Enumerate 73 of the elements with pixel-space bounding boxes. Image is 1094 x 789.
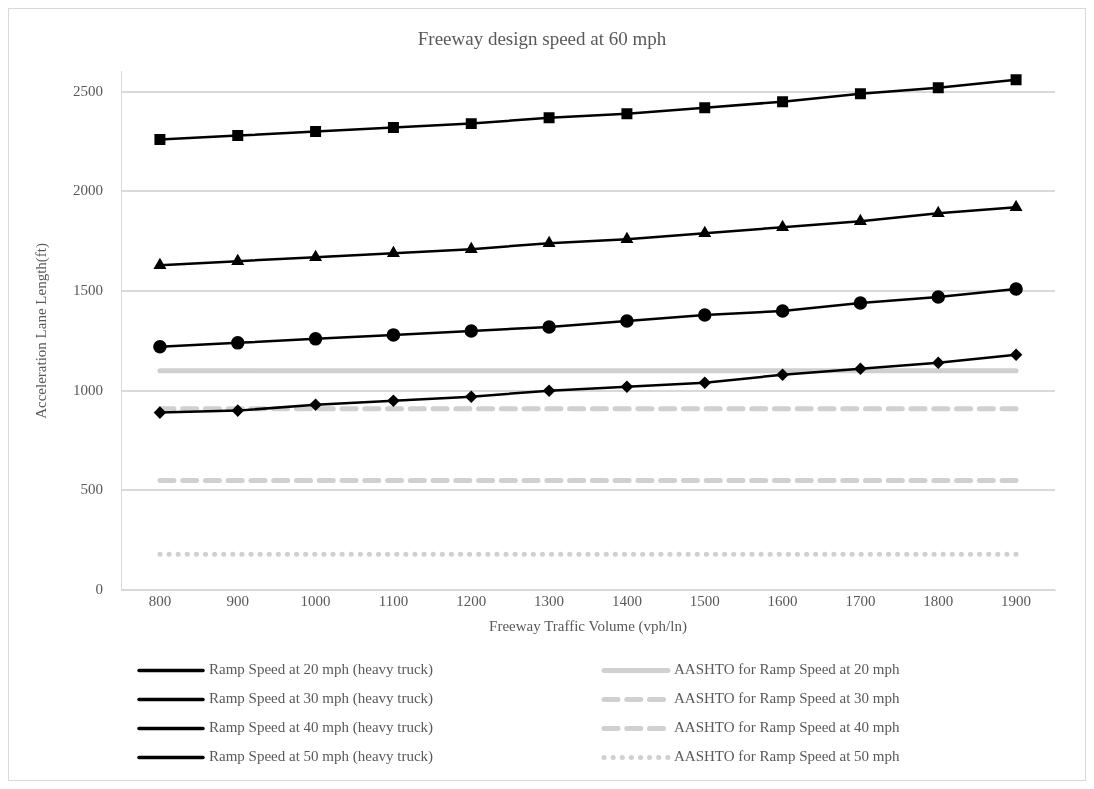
point	[310, 250, 322, 261]
legend-label: Ramp Speed at 40 mph (heavy truck)	[209, 719, 434, 737]
x-tick-label: 1400	[611, 592, 642, 609]
point	[465, 242, 477, 253]
y-tick-label: 2500	[73, 82, 103, 99]
x-tick-label: 1900	[1001, 592, 1032, 609]
point	[699, 102, 711, 114]
point	[232, 254, 244, 265]
y-tick-label: 0	[95, 580, 103, 597]
point	[776, 369, 789, 381]
point	[231, 336, 245, 350]
y-axis-title: Acceleration Lane Length(ft)	[32, 243, 50, 419]
point	[154, 134, 166, 146]
point	[620, 314, 634, 328]
legend-label: Ramp Speed at 50 mph (heavy truck)	[209, 748, 434, 766]
x-tick-label: 1700	[845, 592, 876, 609]
legend-label: Ramp Speed at 20 mph (heavy truck)	[209, 661, 434, 679]
x-tick-label: 800	[148, 592, 172, 609]
point	[387, 246, 399, 257]
x-tick-label: 1600	[767, 592, 798, 609]
point	[232, 130, 244, 142]
legend-label: AASHTO for Ramp Speed at 50 mph	[674, 748, 901, 765]
legend-label: AASHTO for Ramp Speed at 30 mph	[674, 690, 901, 707]
point	[1010, 74, 1022, 86]
point	[543, 384, 555, 397]
legend-label: AASHTO for Ramp Speed at 40 mph	[674, 719, 901, 736]
y-tick-label: 500	[80, 481, 103, 498]
point	[621, 380, 633, 393]
y-tick-label: 1000	[73, 381, 103, 398]
point	[387, 394, 400, 407]
chart-title: Freeway design speed at 60 mph	[417, 28, 667, 50]
point	[931, 290, 945, 304]
point	[621, 232, 633, 243]
legend-label: Ramp Speed at 30 mph (heavy truck)	[209, 690, 434, 708]
point	[699, 376, 711, 389]
point	[1010, 349, 1022, 361]
x-tick-label: 1500	[689, 592, 720, 609]
point	[543, 112, 555, 124]
point	[854, 88, 866, 100]
point	[621, 108, 633, 120]
point	[154, 406, 166, 419]
y-tick-label: 1500	[73, 281, 103, 298]
point	[777, 96, 789, 108]
point	[699, 226, 711, 237]
point	[308, 332, 323, 346]
point	[154, 258, 166, 269]
point	[309, 398, 322, 411]
x-tick-label: 900	[226, 592, 249, 609]
point	[932, 82, 944, 94]
point	[465, 390, 477, 403]
point	[465, 118, 477, 130]
point	[543, 236, 555, 247]
point	[387, 122, 399, 134]
point	[853, 296, 868, 310]
y-tick-label: 2000	[73, 182, 103, 199]
point	[310, 126, 322, 138]
x-tick-label: 1800	[923, 592, 954, 609]
x-tick-label: 1200	[456, 592, 487, 609]
point	[932, 357, 944, 369]
x-tick-label: 1300	[534, 592, 565, 609]
point	[153, 340, 167, 354]
x-tick-label: 1100	[378, 592, 409, 609]
point	[386, 328, 401, 342]
point	[698, 308, 712, 322]
point	[542, 320, 556, 334]
point	[464, 324, 478, 338]
x-axis-title: Freeway Traffic Volume (vph/ln)	[489, 617, 687, 635]
point	[775, 304, 790, 318]
x-tick-label: 1000	[300, 592, 331, 609]
legend-label: AASHTO for Ramp Speed at 20 mph	[674, 661, 901, 678]
point	[854, 363, 867, 375]
point	[1009, 282, 1023, 296]
point	[232, 404, 244, 417]
